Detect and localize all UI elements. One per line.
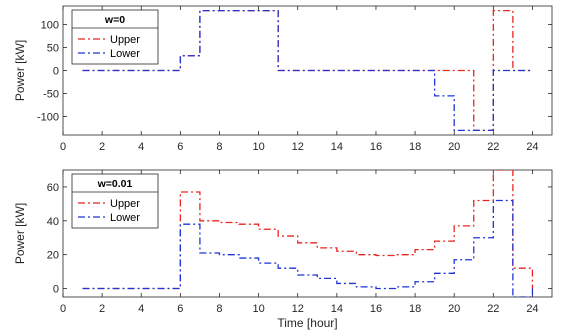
- legend-box: [71, 9, 159, 65]
- x-tick-label: 8: [216, 303, 222, 315]
- x-tick-label: 12: [292, 141, 304, 153]
- x-tick-label: 24: [526, 141, 538, 153]
- y-tick-label: 0: [53, 66, 59, 78]
- chart-panel-top: 0 2 4 6 8 10 12 14 16 18 20 22 24-100-50050100Power …: [13, 5, 553, 153]
- legend-title: w=0: [104, 14, 125, 26]
- y-tick-label: 50: [47, 42, 59, 54]
- y-tick-label: -100: [37, 112, 59, 124]
- y-tick-label: 40: [47, 216, 59, 228]
- series-line-lower: [82, 199, 534, 297]
- legend-entry: Lower: [110, 48, 140, 60]
- x-tick-label: 18: [409, 303, 421, 315]
- x-tick-label: 8: [216, 141, 222, 153]
- y-tick-label: 20: [47, 250, 59, 262]
- y-tick-label: 0: [53, 284, 59, 296]
- series-line-upper: [82, 170, 534, 290]
- x-tick-label: 6: [177, 141, 183, 153]
- x-tick-label: 6: [177, 303, 183, 315]
- x-tick-label: 4: [138, 303, 144, 315]
- y-tick-label: 60: [47, 182, 59, 194]
- x-tick-label: 22: [487, 303, 499, 315]
- legend-box: [71, 173, 159, 229]
- y-tick-label: -50: [43, 89, 59, 101]
- x-tick-label: 10: [252, 141, 264, 153]
- x-tick-label: 22: [487, 141, 499, 153]
- x-axis-label: Time [hour]: [277, 316, 337, 330]
- y-axis-label: Power [kW]: [13, 40, 27, 101]
- x-tick-label: 0: [60, 303, 66, 315]
- x-tick-label: 16: [370, 141, 382, 153]
- x-tick-label: 20: [448, 141, 460, 153]
- y-axis-label: Power [kW]: [13, 203, 27, 264]
- x-tick-label: 20: [448, 303, 460, 315]
- y-tick-label: 100: [41, 19, 59, 31]
- x-tick-label: 24: [526, 303, 538, 315]
- x-tick-label: 12: [292, 303, 304, 315]
- x-tick-label: 18: [409, 141, 421, 153]
- x-tick-label: 2: [99, 303, 105, 315]
- legend-title: w=0.01: [97, 178, 133, 190]
- x-tick-label: 14: [331, 303, 343, 315]
- legend-entry: Upper: [110, 198, 140, 210]
- x-tick-label: 14: [331, 141, 343, 153]
- legend-entry: Lower: [110, 212, 140, 224]
- x-tick-label: 2: [99, 141, 105, 153]
- x-tick-label: 10: [252, 303, 264, 315]
- x-tick-label: 4: [138, 141, 144, 153]
- legend-entry: Upper: [110, 34, 140, 46]
- x-tick-label: 16: [370, 303, 382, 315]
- x-tick-label: 0: [60, 141, 66, 153]
- series-line-lower: [82, 9, 533, 132]
